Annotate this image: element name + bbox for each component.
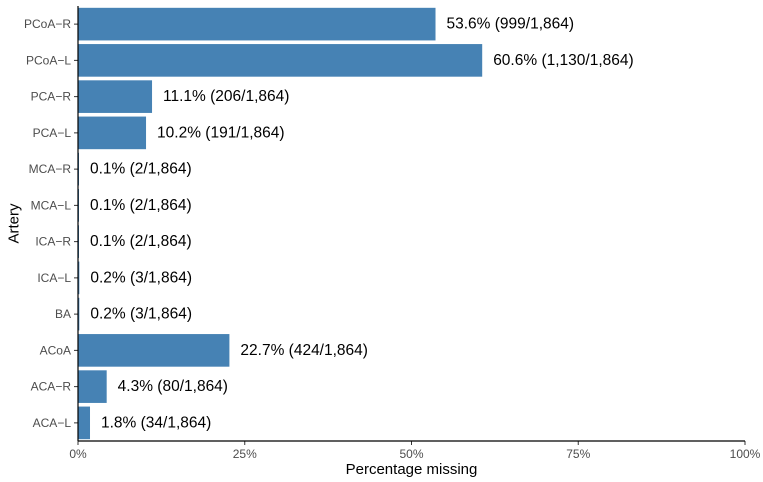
x-tick-label-2: 50% xyxy=(399,447,423,461)
y-tick-label-1: PCoA−L xyxy=(26,53,71,67)
y-tick-label-8: BA xyxy=(55,307,71,321)
y-tick-label-11: ACA−L xyxy=(33,416,72,430)
bar-0 xyxy=(78,7,436,41)
bar-8 xyxy=(78,297,80,331)
data-labels-group: 53.6% (999/1,864) 60.6% (1,130/1,864) 11.1… xyxy=(90,16,634,432)
bar-7 xyxy=(78,261,80,295)
bar-2 xyxy=(78,80,153,113)
data-label-10: 4.3% (80/1,864) xyxy=(118,378,228,395)
bar-1 xyxy=(78,44,483,77)
y-tick-label-7: ICA−L xyxy=(37,271,71,285)
bar-9 xyxy=(78,334,230,367)
y-tick-label-2: PCA−R xyxy=(31,90,72,104)
x-tick-label-4: 100% xyxy=(730,447,761,461)
y-tick-label-4: MCA−R xyxy=(29,162,72,176)
data-label-11: 1.8% (34/1,864) xyxy=(101,414,211,431)
x-tick-label-1: 25% xyxy=(233,447,257,461)
data-label-4: 0.1% (2/1,864) xyxy=(90,161,192,178)
y-axis-ticks: PCoA−R PCoA−L PCA−R PCA−L MCA−R MCA−L ICA−R ICA… xyxy=(24,17,78,430)
x-tick-label-3: 75% xyxy=(566,447,590,461)
y-tick-label-10: ACA−R xyxy=(31,380,72,394)
bars-group xyxy=(78,7,483,440)
y-tick-label-0: PCoA−R xyxy=(24,17,71,31)
data-label-0: 53.6% (999/1,864) xyxy=(447,16,575,33)
y-tick-label-6: ICA−R xyxy=(35,235,71,249)
x-axis-title: Percentage missing xyxy=(346,461,478,478)
bar-3 xyxy=(78,116,147,150)
bar-11 xyxy=(78,406,91,440)
data-label-7: 0.2% (3/1,864) xyxy=(90,269,192,286)
data-label-5: 0.1% (2/1,864) xyxy=(90,197,192,214)
y-tick-label-5: MCA−L xyxy=(31,198,72,212)
data-label-2: 11.1% (206/1,864) xyxy=(163,88,289,105)
y-axis-title: Artery xyxy=(6,203,23,244)
y-tick-label-3: PCA−L xyxy=(33,126,72,140)
data-label-8: 0.2% (3/1,864) xyxy=(90,306,192,323)
data-label-6: 0.1% (2/1,864) xyxy=(90,233,192,250)
x-axis-ticks: 0% 25% 50% 75% 100% xyxy=(69,441,761,461)
y-tick-label-9: ACoA xyxy=(40,343,71,357)
bar-10 xyxy=(78,370,107,403)
data-label-1: 60.6% (1,130/1,864) xyxy=(493,52,633,69)
data-label-3: 10.2% (191/1,864) xyxy=(157,124,285,141)
x-tick-label-0: 0% xyxy=(69,447,87,461)
data-label-9: 22.7% (424/1,864) xyxy=(240,342,368,359)
